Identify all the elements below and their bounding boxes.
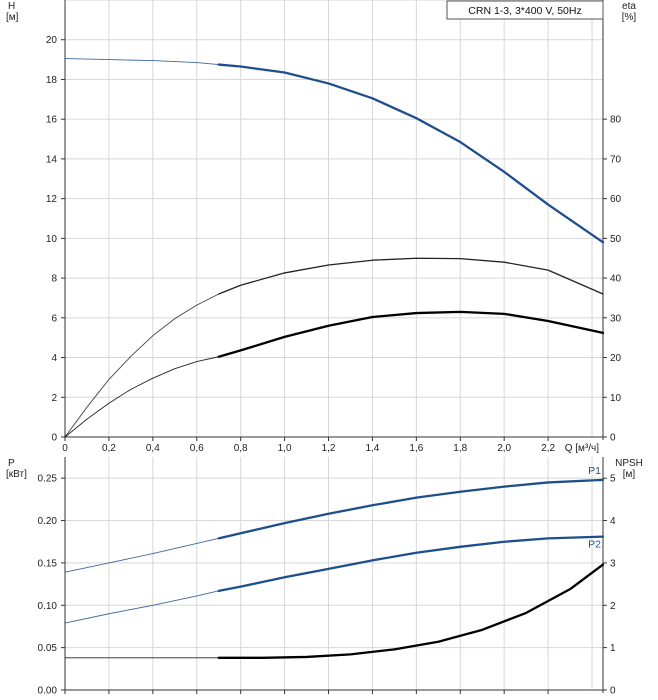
tick-label-x: 0,4 — [146, 443, 160, 454]
tick-label-x: 1,2 — [322, 443, 336, 454]
series-line-1 — [217, 63, 605, 244]
tick-label-left: 0.05 — [38, 643, 58, 654]
tick-label-left: 0.25 — [38, 474, 58, 485]
tick-label-right: 5 — [610, 474, 616, 485]
tick-label-left: 0 — [51, 433, 57, 444]
y-right-unit: [%] — [622, 12, 637, 23]
tick-label-x: 2,0 — [497, 443, 511, 454]
series-line-3 — [217, 310, 605, 358]
tick-label-left: 20 — [46, 35, 58, 46]
tick-label-right: 0 — [610, 433, 616, 444]
tick-label-x: 0,2 — [102, 443, 116, 454]
tick-label-right: 4 — [610, 516, 616, 527]
chart-panel-2: 0.00 0.05 0.10 0.15 0.20 0.25 0 1 2 3 4 5 P[кВт] NPSH… — [6, 457, 643, 697]
tick-label-x: 2,2 — [541, 443, 555, 454]
tick-label-left: 4 — [51, 353, 57, 364]
x-axis-label: Q [м³/ч] — [565, 443, 600, 454]
series-label-P2: P2 — [588, 539, 601, 551]
tick-label-left: 0.15 — [38, 558, 58, 569]
series-line-3 — [217, 563, 605, 659]
tick-label-x: 1,4 — [365, 443, 379, 454]
tick-label-left: 2 — [51, 393, 57, 404]
tick-label-right: 1 — [610, 643, 616, 654]
y-left-label: P — [8, 458, 15, 469]
y-left-unit: [кВт] — [6, 469, 27, 480]
tick-label-left: 0.10 — [38, 601, 58, 612]
tick-label-right: 20 — [610, 353, 622, 364]
tick-label-right: 60 — [610, 194, 622, 205]
y-left-label: H — [8, 1, 15, 12]
series-line-extended-2 — [64, 293, 219, 438]
tick-label-right: 3 — [610, 558, 616, 569]
y-left-unit: [м] — [6, 12, 19, 23]
tick-label-right: 10 — [610, 393, 622, 404]
tick-label-left: 12 — [46, 194, 58, 205]
tick-label-x: 1,8 — [453, 443, 467, 454]
tick-label-right: 50 — [610, 234, 622, 245]
tick-label-right: 40 — [610, 274, 622, 285]
series-label-P1: P1 — [588, 465, 601, 477]
tick-label-x: 1,0 — [278, 443, 292, 454]
tick-label-left: 0.20 — [38, 516, 58, 527]
series-line-1 — [217, 478, 605, 540]
series-line-extended-2 — [64, 590, 219, 624]
tick-label-x: 1,6 — [409, 443, 423, 454]
series-line-2 — [217, 535, 605, 593]
tick-label-left: 8 — [51, 274, 57, 285]
chart-panel-1: 0 2 4 6 8 10 12 14 16 18 20 0 10 20 30 40 50 60 70 80 0 0,2 0,… — [6, 0, 636, 454]
tick-label-left: 6 — [51, 313, 57, 324]
tick-label-x: 0,8 — [234, 443, 248, 454]
series-line-2 — [218, 257, 604, 295]
series-line-extended-1 — [64, 58, 219, 66]
tick-label-right: 70 — [610, 154, 622, 165]
y-right-label: NPSH — [615, 458, 643, 469]
legend-box — [446, 0, 604, 20]
y-right-unit: [м] — [623, 469, 636, 480]
tick-label-left: 16 — [46, 115, 58, 126]
tick-label-left: 14 — [46, 154, 58, 165]
tick-label-x: 0,6 — [190, 443, 204, 454]
tick-label-right: 2 — [610, 601, 616, 612]
tick-label-right: 0 — [610, 686, 616, 697]
y-right-label: eta — [622, 1, 636, 12]
series-line-extended-3 — [64, 356, 219, 438]
tick-label-left: 10 — [46, 234, 58, 245]
series-line-extended-1 — [64, 537, 219, 573]
tick-label-x: 0 — [62, 443, 68, 454]
tick-label-right: 30 — [610, 313, 622, 324]
tick-label-left: 18 — [46, 75, 58, 86]
tick-label-left: 0.00 — [38, 686, 58, 697]
legend-text: CRN 1-3, 3*400 V, 50Hz — [468, 5, 581, 17]
tick-label-right: 80 — [610, 115, 622, 126]
